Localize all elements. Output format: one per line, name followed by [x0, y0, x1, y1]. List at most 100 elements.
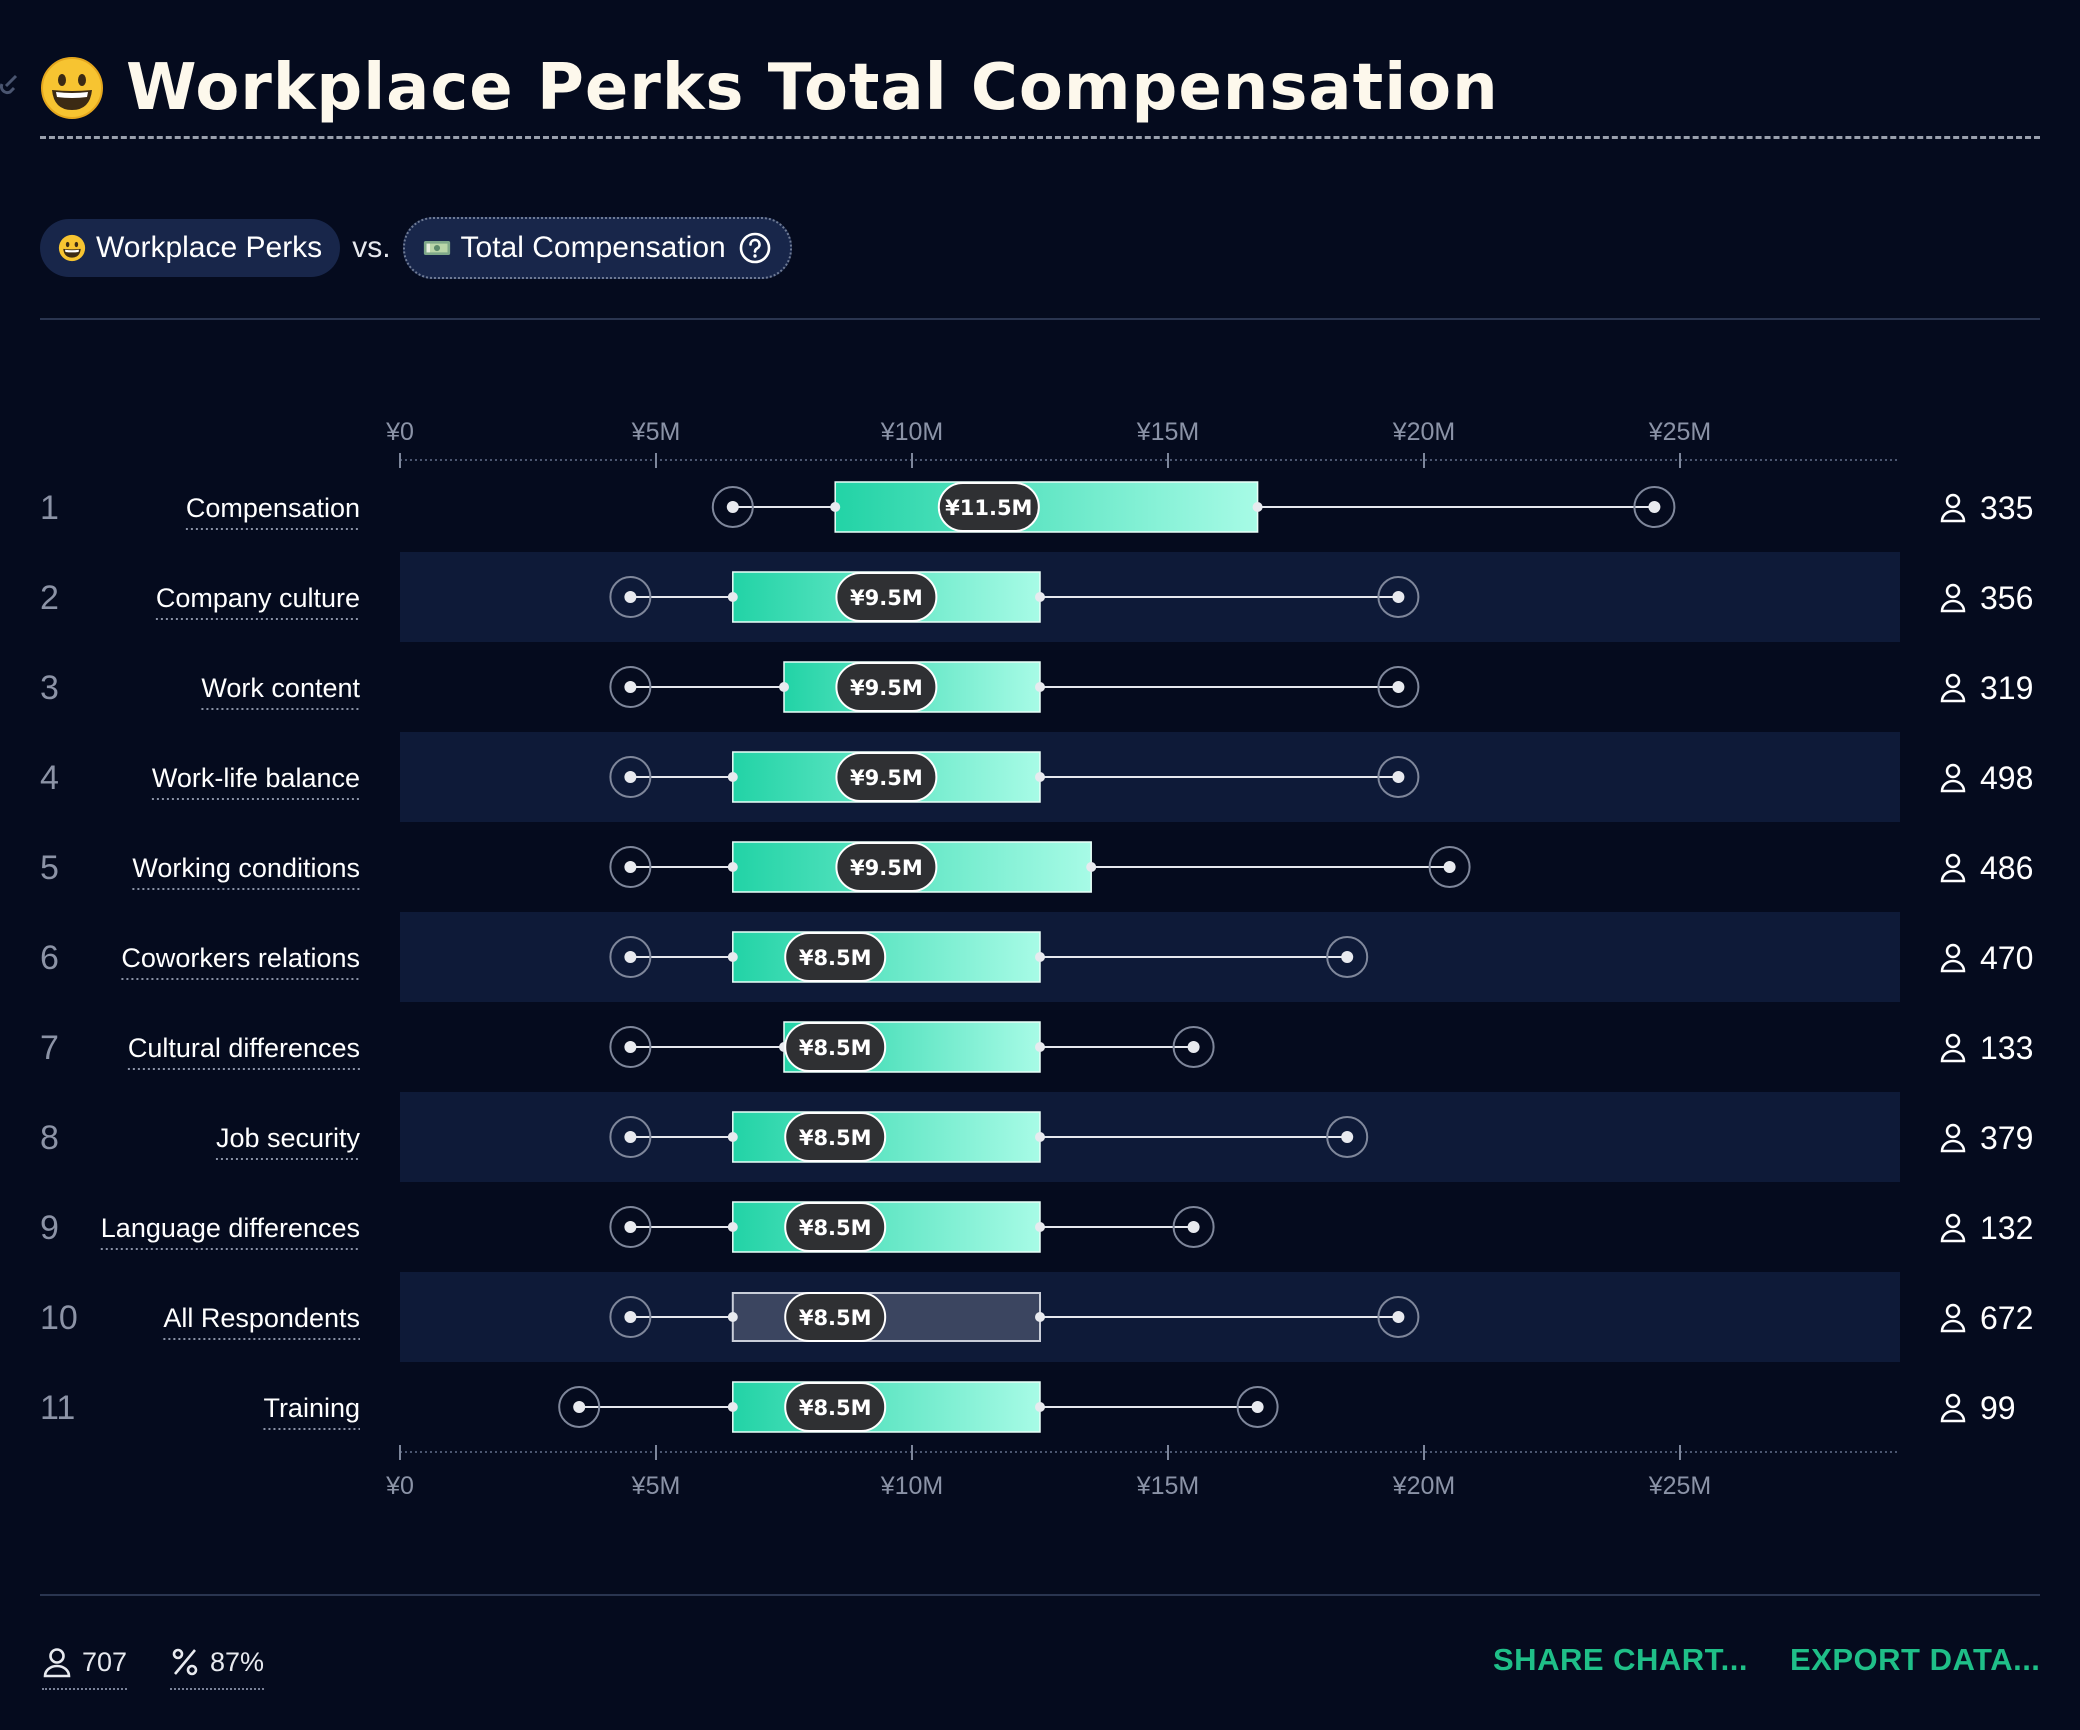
median-pill: [835, 572, 938, 622]
median-pill: [835, 662, 938, 712]
quartile-dot: [1035, 1312, 1045, 1322]
link-icon[interactable]: [0, 66, 24, 96]
row-count: 379: [1980, 1120, 2033, 1156]
whisker-min-ring: [609, 936, 652, 978]
right-variable-pill[interactable]: Total Compensation: [402, 217, 792, 279]
median-pill: [784, 932, 887, 982]
whisker-min-ring: [609, 1026, 652, 1068]
median-label: ¥11.5M: [945, 496, 1032, 520]
boxplot-row[interactable]: 6 Coworkers relations ¥8.5M 470: [40, 931, 2033, 983]
whisker-max-ring: [1326, 936, 1369, 978]
quartile-dot: [779, 682, 789, 692]
median-pill: [835, 752, 938, 802]
row-label: Cultural differences: [128, 1033, 360, 1063]
whisker-max-dot: [1251, 1401, 1264, 1413]
whisker-max-dot: [1392, 771, 1405, 783]
whisker-min-ring: [609, 1116, 652, 1158]
whisker-min-ring: [609, 756, 652, 798]
person-icon: [43, 1648, 71, 1678]
boxplot-chart: ¥0 ¥5M ¥10M ¥15M ¥20M ¥25M ¥0 ¥5M ¥10M ¥15M ¥20M ¥2…: [40, 418, 2033, 1500]
respondents-count[interactable]: 707: [42, 1640, 128, 1690]
export-data-button[interactable]: EXPORT DATA...: [1790, 1642, 2041, 1677]
grinning-face-icon: [58, 234, 86, 262]
section-divider-top: [40, 318, 2040, 320]
comparison-selector: Workplace Perks vs. Total Compensation: [40, 217, 792, 279]
row-label: All Respondents: [163, 1303, 360, 1333]
left-variable-pill[interactable]: Workplace Perks: [40, 219, 341, 277]
boxplot-row[interactable]: 4 Work-life balance ¥9.5M 498: [40, 751, 2033, 803]
median-label: ¥8.5M: [799, 1396, 872, 1420]
x-tick-label: ¥25M: [1648, 1472, 1712, 1500]
row-count: 319: [1980, 670, 2033, 706]
row-count: 470: [1980, 940, 2033, 976]
row-count: 486: [1980, 850, 2033, 886]
row-rank: 10: [40, 1299, 78, 1337]
person-icon: [1940, 1123, 1966, 1153]
x-tick-label: ¥20M: [1392, 418, 1456, 446]
median-pill: [937, 482, 1040, 532]
iqr-box: [732, 1381, 1041, 1433]
quartile-dot: [1035, 682, 1045, 692]
quartile-dot: [727, 952, 738, 962]
row-label: Job security: [216, 1123, 361, 1153]
whisker-min-ring: [609, 666, 652, 708]
row-rank: 2: [40, 579, 59, 617]
whisker-min-ring: [711, 486, 754, 528]
boxplot-row[interactable]: 1 Compensation ¥11.5M 335: [40, 481, 2033, 533]
percentage-stat[interactable]: 87%: [170, 1640, 265, 1690]
quartile-dot: [727, 1132, 738, 1142]
median-label: ¥9.5M: [850, 586, 923, 610]
boxplot-row[interactable]: 10 All Respondents ¥8.5M 672: [40, 1292, 2033, 1342]
quartile-dot: [727, 1222, 738, 1232]
row-label: Language differences: [101, 1213, 360, 1243]
whisker-max-ring: [1236, 1386, 1279, 1428]
quartile-dot: [1035, 952, 1045, 962]
whisker-max-dot: [1392, 681, 1405, 693]
boxplot-row[interactable]: 8 Job security ¥8.5M 379: [40, 1111, 2033, 1163]
row-count: 335: [1980, 490, 2033, 526]
chart-header: Workplace Perks Total Compensation: [0, 38, 2040, 138]
help-icon[interactable]: [738, 231, 772, 265]
row-count: 672: [1980, 1300, 2033, 1336]
whisker-max-dot: [1187, 1041, 1200, 1053]
row-label: Work-life balance: [152, 763, 360, 793]
boxplot-row[interactable]: 2 Company culture ¥9.5M 356: [40, 571, 2033, 623]
median-label: ¥8.5M: [799, 946, 872, 970]
whisker-max-ring: [1377, 576, 1420, 618]
x-tick-label: ¥10M: [880, 1472, 944, 1500]
whisker-min-dot: [624, 1221, 637, 1233]
share-chart-button[interactable]: SHARE CHART...: [1493, 1642, 1749, 1677]
whisker-max-ring: [1326, 1116, 1369, 1158]
median-label: ¥9.5M: [850, 676, 923, 700]
banknote-icon: [423, 241, 450, 255]
section-divider-bottom: [40, 1594, 2040, 1596]
right-variable-label: Total Compensation: [460, 231, 726, 264]
iqr-box: [732, 1111, 1041, 1163]
quartile-dot: [727, 1312, 738, 1322]
x-tick-label: ¥20M: [1392, 1472, 1456, 1500]
quartile-dot: [727, 772, 738, 782]
x-tick-label: ¥5M: [631, 1472, 681, 1500]
boxplot-row[interactable]: 5 Working conditions ¥9.5M 486: [40, 841, 2033, 893]
boxplot-row[interactable]: 11 Training ¥8.5M 99: [40, 1381, 2016, 1433]
vs-label: vs.: [352, 231, 391, 264]
quartile-dot: [1035, 592, 1045, 602]
row-count: 132: [1980, 1210, 2033, 1246]
whisker-min-ring: [609, 576, 652, 618]
boxplot-row[interactable]: 3 Work content ¥9.5M 319: [40, 661, 2033, 713]
whisker-max-dot: [1187, 1221, 1200, 1233]
respondents-value: 707: [82, 1646, 128, 1677]
whisker-max-dot: [1443, 861, 1456, 873]
whisker-min-ring: [609, 1296, 652, 1338]
whisker-max-dot: [1392, 591, 1405, 603]
row-rank: 8: [40, 1119, 59, 1157]
boxplot-row[interactable]: 7 Cultural differences ¥8.5M 133: [40, 1021, 2033, 1073]
median-pill: [784, 1022, 887, 1072]
page-title: Workplace Perks Total Compensation: [126, 51, 1499, 125]
boxplot-row[interactable]: 9 Language differences ¥8.5M 132: [40, 1201, 2033, 1253]
whisker-min-dot: [624, 771, 637, 783]
x-tick-label: ¥15M: [1136, 418, 1200, 446]
median-label: ¥8.5M: [799, 1216, 872, 1240]
whisker-min-dot: [726, 501, 739, 513]
quartile-dot: [1086, 862, 1097, 872]
